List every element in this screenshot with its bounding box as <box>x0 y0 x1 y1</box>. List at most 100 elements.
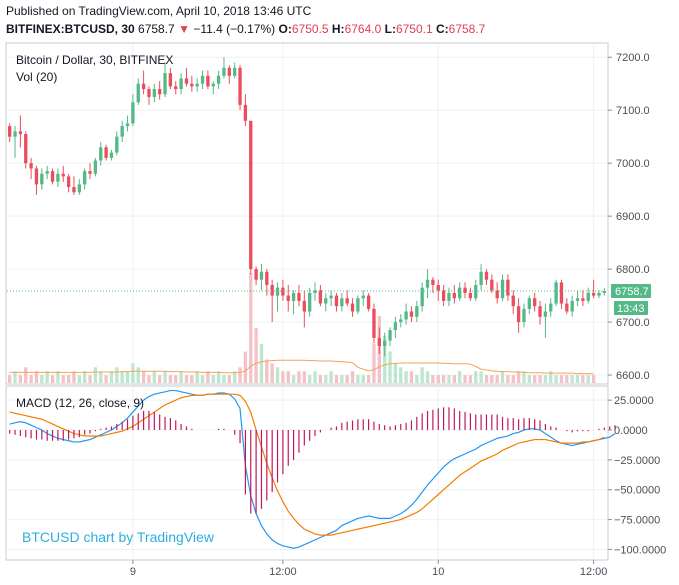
macd-tick-label: −100.0000 <box>614 544 666 556</box>
candle-body <box>238 67 242 105</box>
volume-bar <box>222 375 226 383</box>
candle-body <box>602 290 606 293</box>
last-price-label-bg <box>611 283 651 298</box>
candle-body <box>259 271 264 280</box>
volume-bar <box>554 375 558 383</box>
macd-tick-label: −25.0000 <box>614 455 660 467</box>
macd-line <box>9 389 616 549</box>
candle-body <box>249 120 253 270</box>
volume-bar <box>104 375 108 383</box>
volume-bar <box>18 375 23 383</box>
time-tick-label: 9 <box>130 566 136 578</box>
candle-body <box>597 292 601 296</box>
candle-body <box>516 306 521 323</box>
symbol-line: BITFINEX:BTCUSD, 30 6758.7 ▼ −11.4 (−0.1… <box>6 22 485 36</box>
chart-title: Bitcoin / Dollar, 30, BITFINEX <box>16 53 173 67</box>
candle-body <box>104 147 108 158</box>
price-tick-label: 6900.0 <box>616 211 650 223</box>
time-tick-label: 12:00 <box>269 566 297 578</box>
price-tick-label: 6700.0 <box>616 317 650 329</box>
volume-bar <box>340 375 344 383</box>
candle-body <box>313 290 317 293</box>
candle-body <box>329 295 333 299</box>
volume-bar <box>565 375 569 383</box>
volume-bar <box>99 371 103 383</box>
volume-bar <box>24 367 28 383</box>
candle-body <box>527 298 531 309</box>
candle-body <box>115 136 119 153</box>
candle-body <box>479 271 483 286</box>
published-line: Published on TradingView.com, April 10, … <box>6 4 312 18</box>
candle-body <box>163 73 167 95</box>
price-tick-label: 7100.0 <box>616 105 650 117</box>
macd-pane-border <box>5 385 609 561</box>
high-value: 6764.0 <box>344 22 382 36</box>
candle-body <box>216 75 221 84</box>
volume-bar <box>163 371 167 383</box>
candle-body <box>56 173 60 182</box>
candle-body <box>158 89 162 95</box>
candle-body <box>474 285 478 299</box>
candle-body <box>40 173 44 185</box>
macd-axis: 25.0000 0.0000 −25.0000 −50.0000 −75.0000 −10… <box>608 395 666 556</box>
volume-bar <box>168 375 173 383</box>
volume-bar <box>184 375 189 383</box>
volume-bar <box>415 375 419 383</box>
volume-bar <box>409 371 414 383</box>
volume-bar <box>50 375 55 383</box>
volume-legend: Vol (20) <box>16 70 57 84</box>
volume-bar <box>34 371 39 383</box>
candle-body <box>270 285 274 296</box>
macd-tick-label: −50.0000 <box>614 485 660 497</box>
volume-bar <box>511 375 515 383</box>
candle-body <box>452 292 456 299</box>
volume-bar <box>559 375 564 383</box>
volume-bar <box>591 375 596 383</box>
candle-body <box>570 300 574 312</box>
volume-bar <box>125 371 130 383</box>
candle-body <box>490 279 494 291</box>
candle-body <box>533 298 537 307</box>
candle-body <box>500 279 505 299</box>
down-arrow-icon: ▼ <box>178 22 190 36</box>
volume-bar <box>581 375 585 383</box>
volume-bar <box>506 375 510 383</box>
candle-body <box>591 292 596 296</box>
volume-bar <box>238 367 242 383</box>
volume-bar <box>286 371 290 383</box>
candle-body <box>581 298 585 301</box>
candle-body <box>377 337 381 346</box>
volume-bar <box>549 371 553 383</box>
last-price-text: 6758.7 <box>138 22 175 36</box>
volume-bar <box>206 371 210 383</box>
volume-bar <box>350 371 355 383</box>
candle-body <box>227 67 231 76</box>
candle-body <box>538 306 542 317</box>
candle-body <box>431 279 435 286</box>
volume-bar <box>297 371 301 383</box>
candle-body <box>324 298 328 304</box>
candle-body <box>147 89 151 97</box>
volume-bar <box>174 375 178 383</box>
volume-bar <box>147 375 151 383</box>
volume-bar <box>586 375 590 383</box>
volume-bar <box>259 343 264 383</box>
candle-body <box>522 308 526 323</box>
price-change: −11.4 (−0.17%) <box>193 22 276 36</box>
candle-body <box>463 287 467 293</box>
candle-body <box>366 295 371 309</box>
candle-body <box>356 298 360 312</box>
low-value: 6750.1 <box>395 22 433 36</box>
symbol-name[interactable]: BITFINEX:BTCUSD, 30 <box>6 22 135 36</box>
close-label: C: <box>435 22 449 36</box>
high-label: H: <box>331 22 345 36</box>
volume-bar <box>302 371 306 383</box>
candle-body <box>109 152 114 158</box>
macd-legend: MACD (12, 26, close, 9) <box>16 396 144 410</box>
volume-bar <box>570 375 574 383</box>
price-tick-label: 7200.0 <box>616 52 650 64</box>
candle-body <box>549 303 553 312</box>
volume-bar <box>254 328 258 383</box>
